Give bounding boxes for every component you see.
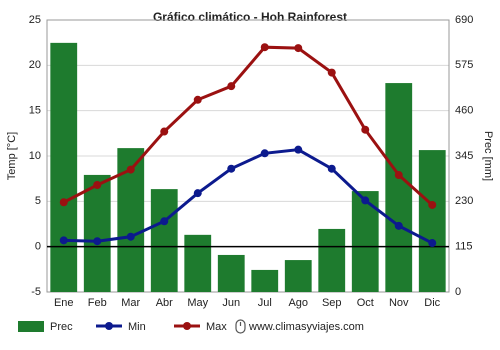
point — [59, 198, 68, 207]
y-tick-label: 0 — [35, 241, 41, 253]
point — [160, 217, 169, 226]
y2-tick-label: 460 — [455, 105, 473, 117]
y-tick-label: 20 — [29, 59, 41, 71]
y2-tick-label: 230 — [455, 195, 473, 207]
point — [93, 237, 102, 246]
x-tick-label: May — [187, 297, 208, 309]
legend-label: Min — [128, 321, 146, 333]
y-tick-label: 10 — [29, 150, 41, 162]
bar — [318, 228, 346, 292]
point — [327, 164, 336, 173]
bar — [217, 254, 245, 292]
bar — [385, 83, 413, 292]
y2-tick-label: 0 — [455, 286, 461, 298]
y2-tick-label: 690 — [455, 14, 473, 26]
point — [327, 68, 336, 77]
bar — [150, 189, 178, 292]
plot-frame — [46, 19, 450, 293]
bar — [83, 174, 111, 292]
point — [193, 95, 202, 104]
bar — [284, 260, 312, 292]
x-tick-label: Nov — [389, 297, 409, 309]
point — [59, 236, 68, 245]
point — [294, 44, 303, 53]
x-tick-label: Dic — [424, 297, 440, 309]
y-tick-label: -5 — [31, 286, 41, 298]
point — [394, 221, 403, 230]
y-tick-label: 5 — [35, 195, 41, 207]
point — [193, 189, 202, 198]
x-tick-label: Sep — [322, 297, 342, 309]
point — [260, 43, 269, 52]
x-tick-label: Oct — [357, 297, 374, 309]
point — [126, 232, 135, 241]
legend-label: Prec — [50, 321, 73, 333]
bar — [418, 150, 446, 292]
legend-swatch — [18, 321, 44, 332]
y2-axis-label: Prec [mm] — [482, 131, 494, 181]
x-tick-label: Abr — [156, 297, 173, 309]
point — [361, 125, 370, 134]
watermark: www.climasyviajes.com — [248, 321, 364, 333]
legend-swatch — [183, 322, 191, 330]
point — [428, 239, 437, 248]
legend-label: Max — [206, 321, 227, 333]
point — [361, 196, 370, 205]
chart-title: Gráfico climático - Hoh Rainforest — [153, 10, 347, 24]
legend-swatch — [105, 322, 113, 330]
point — [126, 165, 135, 174]
y2-tick-label: 345 — [455, 150, 473, 162]
bar — [251, 269, 279, 292]
line — [63, 148, 433, 245]
point — [394, 171, 403, 180]
x-tick-label: Ago — [288, 297, 308, 309]
x-tick-label: Ene — [54, 297, 74, 309]
bar — [50, 42, 78, 292]
x-tick-label: Mar — [121, 297, 140, 309]
y-tick-label: 15 — [29, 105, 41, 117]
point — [428, 200, 437, 209]
line — [63, 45, 434, 207]
point — [294, 145, 303, 154]
point — [93, 181, 102, 190]
point — [227, 164, 236, 173]
x-tick-label: Feb — [88, 297, 107, 309]
point — [260, 149, 269, 158]
y-tick-label: 25 — [29, 14, 41, 26]
bar — [184, 234, 212, 292]
point — [227, 82, 236, 91]
x-tick-label: Jun — [222, 297, 240, 309]
watermark-icon — [235, 319, 246, 334]
y2-tick-label: 115 — [455, 241, 473, 253]
y2-tick-label: 575 — [455, 59, 473, 71]
point — [160, 127, 169, 136]
y-axis-label: Temp [°C] — [6, 132, 18, 180]
x-tick-label: Jul — [258, 297, 272, 309]
